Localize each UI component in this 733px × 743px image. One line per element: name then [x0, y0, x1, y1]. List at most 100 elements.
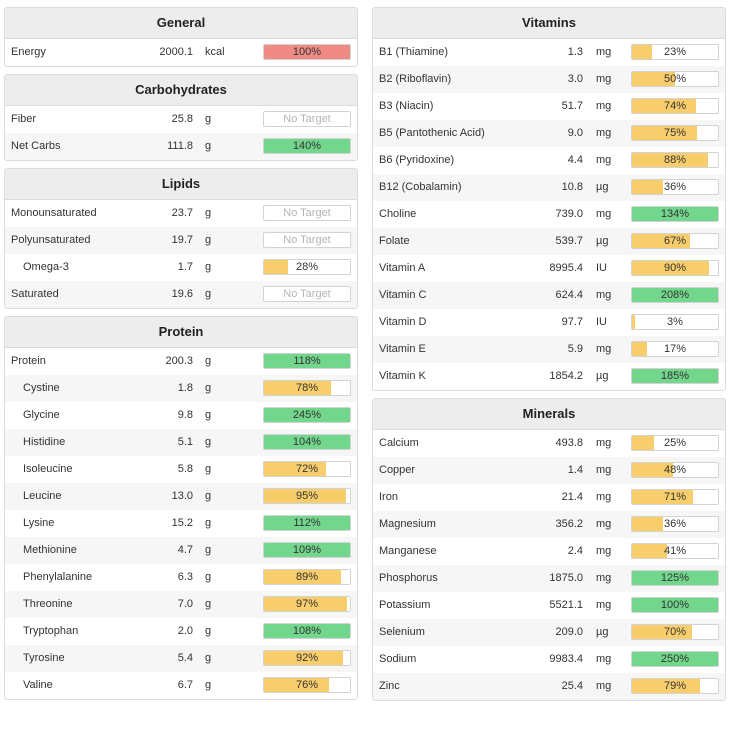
progress-fill	[264, 45, 350, 59]
target-progress-bar: 185%	[631, 368, 719, 384]
nutrient-row-threonine[interactable]: Threonine 7.0 g 97%	[5, 591, 357, 618]
nutrient-name: Histidine	[23, 436, 66, 448]
nutrient-name: Vitamin K	[379, 370, 426, 382]
nutrient-row-net-carbs[interactable]: Net Carbs 111.8 g 140%	[5, 133, 357, 160]
progress-fill	[632, 45, 652, 59]
progress-fill	[632, 544, 668, 558]
progress-fill	[264, 260, 289, 274]
panel-body: Monounsaturated 23.7 g No Target Polyunsatur…	[5, 200, 357, 308]
nutrient-unit: mg	[596, 208, 612, 220]
nutrient-row-b1-thiamine[interactable]: B1 (Thiamine) 1.3 mg 23%	[373, 39, 725, 66]
nutrient-row-b5-pantothenic-acid[interactable]: B5 (Pantothenic Acid) 9.0 mg 75%	[373, 120, 725, 147]
nutrient-row-potassium[interactable]: Potassium 5521.1 mg 100%	[373, 592, 725, 619]
nutrient-row-choline[interactable]: Choline 739.0 mg 134%	[373, 201, 725, 228]
target-progress-bar: 88%	[631, 152, 719, 168]
nutrient-row-magnesium[interactable]: Magnesium 356.2 mg 36%	[373, 511, 725, 538]
progress-percent: 71%	[663, 491, 687, 503]
progress-percent: 28%	[295, 261, 319, 273]
nutrient-row-b3-niacin[interactable]: B3 (Niacin) 51.7 mg 74%	[373, 93, 725, 120]
nutrient-name: Lysine	[23, 517, 55, 529]
nutrient-row-phosphorus[interactable]: Phosphorus 1875.0 mg 125%	[373, 565, 725, 592]
nutrient-row-saturated[interactable]: Saturated 19.6 g No Target	[5, 281, 357, 308]
target-progress-bar: 97%	[263, 596, 351, 612]
target-progress-bar: 108%	[263, 623, 351, 639]
progress-percent: 79%	[663, 680, 687, 692]
nutrient-amount: 1.7	[177, 261, 193, 273]
nutrient-row-manganese[interactable]: Manganese 2.4 mg 41%	[373, 538, 725, 565]
target-progress-bar: 41%	[631, 543, 719, 559]
nutrient-row-tyrosine[interactable]: Tyrosine 5.4 g 92%	[5, 645, 357, 672]
nutrient-name: Vitamin D	[379, 316, 427, 328]
nutrient-row-valine[interactable]: Valine 6.7 g 76%	[5, 672, 357, 699]
nutrient-name: B2 (Riboflavin)	[379, 73, 452, 85]
panel-body: Energy 2000.1 kcal 100%	[5, 39, 357, 66]
nutrient-row-vitamin-c[interactable]: Vitamin C 624.4 mg 208%	[373, 282, 725, 309]
nutrient-row-b6-pyridoxine[interactable]: B6 (Pyridoxine) 4.4 mg 88%	[373, 147, 725, 174]
nutrient-row-glycine[interactable]: Glycine 9.8 g 245%	[5, 402, 357, 429]
progress-percent: 104%	[292, 436, 322, 448]
nutrient-row-vitamin-a[interactable]: Vitamin A 8995.4 IU 90%	[373, 255, 725, 282]
target-progress-bar: 100%	[263, 44, 351, 60]
nutrient-name: Sodium	[379, 653, 417, 665]
target-progress-bar: 245%	[263, 407, 351, 423]
progress-percent: No Target	[283, 234, 331, 246]
progress-fill	[264, 570, 341, 584]
nutrient-row-copper[interactable]: Copper 1.4 mg 48%	[373, 457, 725, 484]
progress-percent: 78%	[295, 382, 319, 394]
nutrient-row-protein[interactable]: Protein 200.3 g 118%	[5, 348, 357, 375]
nutrient-row-isoleucine[interactable]: Isoleucine 5.8 g 72%	[5, 456, 357, 483]
nutrient-row-calcium[interactable]: Calcium 493.8 mg 25%	[373, 430, 725, 457]
target-progress-bar: 79%	[631, 678, 719, 694]
progress-fill	[632, 436, 654, 450]
nutrient-name: Saturated	[11, 288, 59, 300]
nutrient-row-iron[interactable]: Iron 21.4 mg 71%	[373, 484, 725, 511]
nutrient-row-polyunsaturated[interactable]: Polyunsaturated 19.7 g No Target	[5, 227, 357, 254]
nutrient-unit: mg	[596, 680, 612, 692]
nutrient-row-omega-3[interactable]: Omega-3 1.7 g 28%	[5, 254, 357, 281]
nutrient-row-monounsaturated[interactable]: Monounsaturated 23.7 g No Target	[5, 200, 357, 227]
nutrient-amount: 5.4	[177, 652, 193, 664]
nutrient-unit: mg	[596, 100, 612, 112]
nutrient-row-vitamin-e[interactable]: Vitamin E 5.9 mg 17%	[373, 336, 725, 363]
nutrient-row-methionine[interactable]: Methionine 4.7 g 109%	[5, 537, 357, 564]
progress-percent: 134%	[660, 208, 690, 220]
nutrient-row-energy[interactable]: Energy 2000.1 kcal 100%	[5, 39, 357, 66]
nutrient-row-phenylalanine[interactable]: Phenylalanine 6.3 g 89%	[5, 564, 357, 591]
progress-fill	[264, 516, 350, 530]
nutrient-row-leucine[interactable]: Leucine 13.0 g 95%	[5, 483, 357, 510]
nutrient-amount: 15.2	[171, 517, 193, 529]
nutrient-unit: IU	[596, 316, 607, 328]
nutrient-name: Phenylalanine	[23, 571, 93, 583]
nutrient-row-vitamin-d[interactable]: Vitamin D 97.7 IU 3%	[373, 309, 725, 336]
nutrient-row-b2-riboflavin[interactable]: B2 (Riboflavin) 3.0 mg 50%	[373, 66, 725, 93]
nutrient-row-fiber[interactable]: Fiber 25.8 g No Target	[5, 106, 357, 133]
nutrient-name: Monounsaturated	[11, 207, 97, 219]
nutrient-row-cystine[interactable]: Cystine 1.8 g 78%	[5, 375, 357, 402]
nutrient-row-folate[interactable]: Folate 539.7 µg 67%	[373, 228, 725, 255]
nutrient-row-b12-cobalamin[interactable]: B12 (Cobalamin) 10.8 µg 36%	[373, 174, 725, 201]
progress-percent: 125%	[660, 572, 690, 584]
nutrient-unit: g	[205, 544, 212, 556]
nutrient-row-tryptophan[interactable]: Tryptophan 2.0 g 108%	[5, 618, 357, 645]
nutrient-row-zinc[interactable]: Zinc 25.4 mg 79%	[373, 673, 725, 700]
nutrient-row-selenium[interactable]: Selenium 209.0 µg 70%	[373, 619, 725, 646]
progress-fill	[632, 207, 718, 221]
nutrient-amount: 209.0	[555, 626, 583, 638]
general-panel-title: General	[5, 8, 357, 39]
nutrient-unit: g	[205, 652, 212, 664]
nutrient-amount: 5.1	[177, 436, 193, 448]
nutrient-unit: mg	[596, 599, 612, 611]
nutrient-row-vitamin-k[interactable]: Vitamin K 1854.2 µg 185%	[373, 363, 725, 390]
nutrient-row-sodium[interactable]: Sodium 9983.4 mg 250%	[373, 646, 725, 673]
progress-percent: 92%	[295, 652, 319, 664]
target-progress-bar: 28%	[263, 259, 351, 275]
target-progress-bar: 250%	[631, 651, 719, 667]
nutrient-row-histidine[interactable]: Histidine 5.1 g 104%	[5, 429, 357, 456]
target-progress-bar: 67%	[631, 233, 719, 249]
progress-percent: No Target	[283, 113, 331, 125]
progress-fill	[632, 369, 718, 383]
nutrient-amount: 5521.1	[549, 599, 583, 611]
target-progress-bar: 70%	[631, 624, 719, 640]
nutrient-row-lysine[interactable]: Lysine 15.2 g 112%	[5, 510, 357, 537]
nutrient-amount: 19.6	[171, 288, 193, 300]
